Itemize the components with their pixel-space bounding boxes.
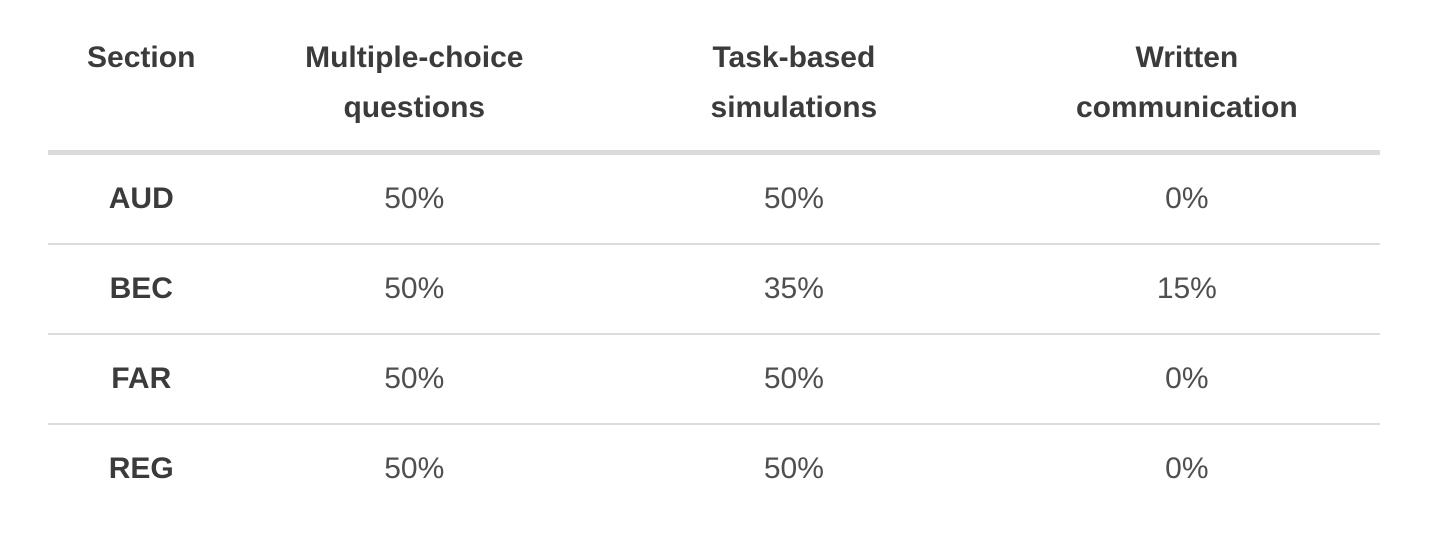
value-cell: 0% [993, 152, 1380, 245]
table-row-reg: REG 50% 50% 0% [48, 424, 1380, 513]
header-label-tbs: Task-based simulations [710, 41, 878, 124]
table-header: Section Multiple-choice questions Task-b… [48, 0, 1380, 155]
value-cell: 50% [594, 424, 994, 513]
value-cell: 50% [234, 152, 595, 245]
value-cell: 35% [594, 244, 994, 335]
header-cell-section: Section [48, 0, 235, 155]
value-cell: 50% [234, 244, 595, 335]
header-cell-mcq: Multiple-choice questions [234, 0, 595, 155]
value-cell: 15% [993, 244, 1380, 335]
header-cell-tbs: Task-based simulations [594, 0, 994, 155]
row-label: FAR [48, 334, 235, 425]
table-row-far: FAR 50% 50% 0% [48, 334, 1380, 425]
header-cell-wc: Written communication [993, 0, 1380, 155]
value-cell: 0% [993, 334, 1380, 425]
header-label-mcq: Multiple-choice questions [305, 41, 524, 124]
value-cell: 50% [594, 334, 994, 425]
header-label-wc: Written communication [1075, 41, 1298, 124]
value-cell: 50% [594, 152, 994, 245]
value-cell: 0% [993, 424, 1380, 513]
value-cell: 50% [234, 334, 595, 425]
table-row-aud: AUD 50% 50% 0% [48, 152, 1380, 245]
row-label: AUD [48, 152, 235, 245]
header-label-section: Section [87, 41, 196, 74]
value-cell: 50% [234, 424, 595, 513]
header-row: Section Multiple-choice questions Task-b… [48, 0, 1380, 155]
row-label: REG [48, 424, 235, 513]
exam-weights-table: Section Multiple-choice questions Task-b… [48, 0, 1380, 513]
table-body: AUD 50% 50% 0% BEC 50% 35% 15% FAR 50% 5… [48, 152, 1380, 513]
row-label: BEC [48, 244, 235, 335]
table-row-bec: BEC 50% 35% 15% [48, 244, 1380, 335]
